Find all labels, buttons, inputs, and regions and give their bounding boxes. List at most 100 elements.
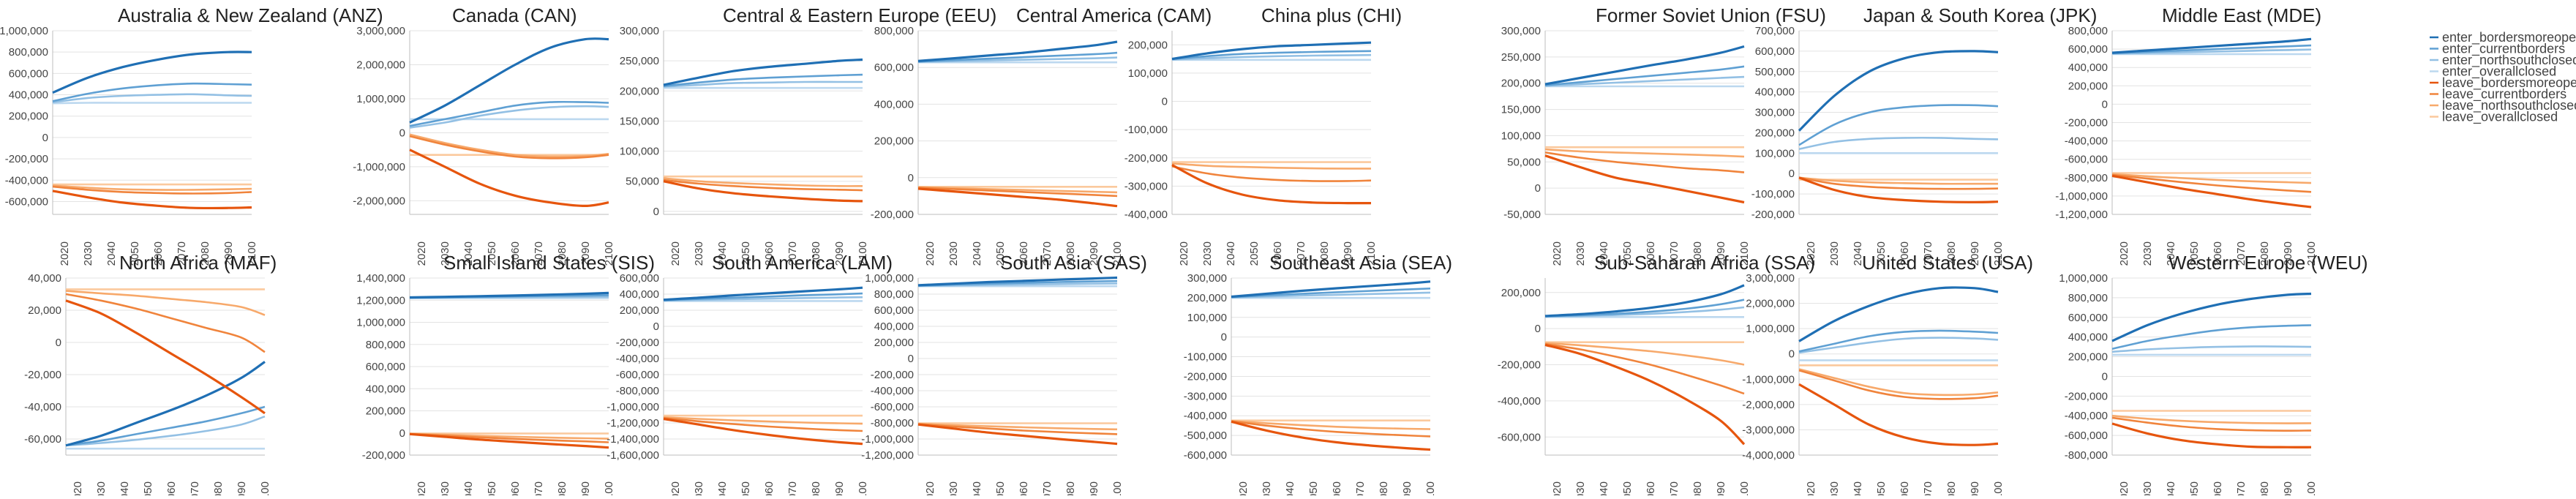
panel-title: Australia & New Zealand (ANZ) xyxy=(118,4,383,26)
series-line-leave_currentborders xyxy=(1231,420,1431,438)
x-tick-label: 2070 xyxy=(176,241,188,266)
x-tick-label: 2040 xyxy=(716,241,729,266)
y-tick-label: 200,000 xyxy=(874,337,914,349)
y-tick-label: -800,000 xyxy=(616,385,659,397)
y-tick-label: 0 xyxy=(1221,331,1227,344)
x-tick-label: 2040 xyxy=(105,241,118,266)
series-line-leave_bordersmoreopen xyxy=(409,432,609,449)
panel-title: Western Europe (WEU) xyxy=(2168,252,2368,274)
y-tick-label: 0 xyxy=(42,132,48,144)
x-tick-label: 2050 xyxy=(1875,241,1888,266)
x-tick-label: 2070 xyxy=(1295,241,1307,266)
series-line-leave_currentborders xyxy=(52,185,252,195)
y-tick-label: -40,000 xyxy=(24,401,61,413)
y-tick-label: 250,000 xyxy=(1501,51,1541,64)
series-line-leave_bordersmoreopen xyxy=(409,149,609,208)
x-tick-label: 2070 xyxy=(1922,481,1934,495)
y-tick-label: 2,000,000 xyxy=(1746,298,1795,310)
x-tick-label: 2070 xyxy=(1668,481,1681,495)
x-tick-label: 2060 xyxy=(165,481,178,495)
x-tick-label: 2070 xyxy=(1041,481,1054,495)
y-tick-label: 3,000,000 xyxy=(1746,272,1795,285)
x-tick-label: 2060 xyxy=(1645,481,1657,495)
x-tick-label: 2090 xyxy=(1088,241,1100,266)
y-tick-label: -600,000 xyxy=(2065,429,2108,442)
y-tick-label: -1,000,000 xyxy=(607,401,659,413)
y-tick-label: 150,000 xyxy=(620,115,659,127)
x-tick-label: 2090 xyxy=(2282,481,2294,495)
x-tick-label: 2070 xyxy=(2235,481,2248,495)
x-tick-label: 2060 xyxy=(2212,241,2224,266)
series-line-leave_currentborders xyxy=(663,417,863,432)
x-tick-label: 2100 xyxy=(1111,241,1124,266)
series-line-enter_bordersmoreopen xyxy=(1798,286,1999,342)
x-tick-label: 2020 xyxy=(2118,481,2130,495)
y-tick-label: -500,000 xyxy=(1184,429,1227,442)
series-line-enter_northsouthclosed xyxy=(1544,75,1745,87)
x-tick-label: 2050 xyxy=(994,481,1007,495)
series-line-leave_bordersmoreopen xyxy=(917,423,1118,446)
x-tick-label: 2030 xyxy=(439,481,451,495)
y-tick-label: -1,000,000 xyxy=(2055,190,2108,203)
series-line-leave_northsouthclosed xyxy=(917,422,1118,431)
series-line-leave_northsouthclosed xyxy=(663,177,863,187)
series-line-enter_bordersmoreopen xyxy=(1171,41,1372,61)
y-tick-label: 1,000,000 xyxy=(356,317,405,329)
x-tick-label: 2040 xyxy=(119,481,131,495)
series-line-enter_bordersmoreopen xyxy=(409,37,609,124)
x-tick-label: 2060 xyxy=(2212,481,2224,495)
series-line-enter_currentborders xyxy=(917,51,1118,63)
y-tick-label: -100,000 xyxy=(1751,188,1795,200)
y-tick-label: 1,000,000 xyxy=(1746,323,1795,335)
series-line-enter_bordersmoreopen xyxy=(917,40,1118,62)
panel-title: Central America (CAM) xyxy=(1016,4,1212,26)
series-line-enter_northsouthclosed xyxy=(2111,345,2312,353)
x-tick-label: 2020 xyxy=(1178,241,1190,266)
x-tick-label: 2090 xyxy=(833,241,846,266)
x-tick-label: 2080 xyxy=(810,241,822,266)
panel-title: United States (USA) xyxy=(1862,252,2033,274)
y-tick-label: -800,000 xyxy=(2065,449,2108,462)
series-line-leave_bordersmoreopen xyxy=(2111,174,2312,209)
panel-title: Central & Eastern Europe (EEU) xyxy=(723,4,996,26)
x-tick-label: 2080 xyxy=(556,241,568,266)
x-tick-label: 2020 xyxy=(924,241,936,266)
x-tick-label: 2020 xyxy=(1805,241,1817,266)
series-line-leave_currentborders xyxy=(917,423,1118,435)
series-line-leave_bordersmoreopen xyxy=(1798,383,1999,446)
y-tick-label: 700,000 xyxy=(1755,25,1795,37)
y-tick-label: 0 xyxy=(2102,98,2108,110)
y-tick-label: 400,000 xyxy=(620,288,659,301)
series-line-enter_overallclosed xyxy=(52,102,252,105)
x-tick-label: 2050 xyxy=(142,481,154,495)
x-tick-label: 2040 xyxy=(462,241,475,266)
legend-entry: leave_currentborders xyxy=(2442,87,2566,102)
series-line-leave_currentborders xyxy=(1798,369,1999,400)
y-tick-label: 40,000 xyxy=(28,272,61,285)
panel-title: South Asia (SAS) xyxy=(1000,252,1147,274)
y-tick-label: 20,000 xyxy=(28,304,61,317)
legend: enter_bordersmoreopenenter_currentborder… xyxy=(2430,30,2576,125)
y-tick-label: 200,000 xyxy=(9,110,48,123)
y-tick-label: 800,000 xyxy=(2068,25,2108,37)
y-tick-label: 600,000 xyxy=(1755,45,1795,58)
y-tick-label: -1,000,000 xyxy=(1742,373,1795,386)
x-tick-label: 2020 xyxy=(72,481,84,495)
x-tick-label: 2040 xyxy=(2165,481,2177,495)
y-tick-label: -100,000 xyxy=(1184,351,1227,364)
legend-entry: leave_northsouthclosed xyxy=(2442,98,2576,113)
series-line-leave_northsouthclosed xyxy=(1231,419,1431,430)
y-tick-label: -200,000 xyxy=(1124,152,1168,165)
y-tick-label: 200,000 xyxy=(1187,292,1227,304)
panel-0: Australia & New Zealand (ANZ) -600,000 -40… xyxy=(0,4,383,266)
x-tick-label: 2040 xyxy=(716,481,729,495)
y-tick-label: 200,000 xyxy=(620,304,659,317)
y-tick-label: 200,000 xyxy=(874,135,914,148)
series-line-enter_northsouthclosed xyxy=(1231,291,1431,299)
series-line-enter_northsouthclosed xyxy=(1171,53,1372,61)
legend-entry: enter_bordersmoreopen xyxy=(2442,30,2576,45)
x-tick-label: 2080 xyxy=(1945,241,1958,266)
y-tick-label: -2,000,000 xyxy=(353,195,405,207)
y-tick-label: 400,000 xyxy=(9,89,48,102)
